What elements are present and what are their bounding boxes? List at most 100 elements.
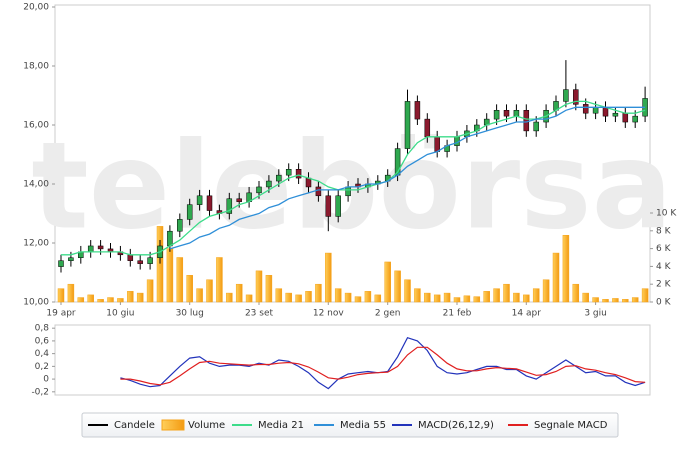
y-tick-label: 0,8 (35, 324, 50, 334)
candle-body (285, 169, 292, 176)
volume-bar (57, 288, 65, 303)
candle-body (533, 121, 539, 132)
candle-body (305, 177, 312, 188)
volume-bar (166, 248, 174, 303)
candle-body (226, 198, 233, 214)
candle-body (573, 89, 579, 105)
candle-body (147, 257, 153, 264)
y-tick-label: 0,2 (35, 362, 49, 372)
volume-bar (513, 292, 520, 303)
y2-tick-label: 10 K (656, 209, 677, 219)
candle-body (563, 89, 569, 102)
x-tick-label: 3 giu (584, 309, 607, 319)
candle-body (196, 195, 203, 205)
x-tick-label: 14 apr (512, 309, 542, 319)
y-tick-label: 0,4 (35, 349, 50, 359)
volume-bar (622, 299, 629, 303)
candle-body (513, 110, 520, 117)
candle-body (127, 254, 134, 261)
candle-body (503, 110, 510, 117)
candle-body (256, 186, 262, 194)
x-tick-label: 23 set (245, 309, 274, 319)
line (169, 106, 646, 250)
legend-label: Segnale MACD (534, 420, 608, 431)
volume-bar (226, 292, 233, 303)
volume-bar (255, 270, 263, 303)
volume-bar (404, 279, 411, 303)
volume-bar (156, 226, 164, 303)
legend: Candele Volume Media 21 Media 55 MACD(26,12,… (81, 412, 619, 438)
candle-body (97, 245, 104, 250)
candle-body (206, 195, 213, 211)
volume-bar (206, 279, 213, 303)
volume-bar (532, 288, 540, 303)
candle-body (266, 180, 272, 188)
x-tick-label: 2 gen (375, 309, 401, 319)
candle-body (325, 195, 332, 217)
volume-bar (612, 298, 619, 303)
x-tick-label: 21 feb (443, 309, 472, 319)
y-tick-label: 20,00 (23, 3, 49, 13)
volume-bar (473, 296, 481, 303)
volume-bar (503, 283, 510, 303)
volume-bar (483, 291, 490, 303)
volume-bar (305, 291, 312, 303)
volume-bar (572, 283, 580, 303)
volume-bar (562, 235, 570, 303)
candle-body (414, 101, 421, 120)
volume-bar (127, 291, 134, 303)
legend-label: Media 21 (258, 420, 304, 431)
volume-bar (433, 294, 441, 303)
volume-bar (582, 292, 589, 303)
volume-bar (414, 288, 421, 303)
candle-body (68, 257, 74, 261)
legend-swatch (161, 419, 185, 431)
volume-bar (265, 275, 273, 303)
volume-bar (344, 292, 352, 303)
volume-bar (354, 296, 362, 303)
volume-bar (334, 288, 342, 303)
candle-body (167, 230, 173, 247)
price-panel (54, 4, 651, 303)
candle-body (177, 219, 183, 232)
x-tick-label: 10 giu (106, 309, 134, 319)
y2-tick-label: 0 K (656, 298, 672, 308)
candle-body (424, 118, 431, 138)
x-tick-label: 12 nov (313, 309, 345, 319)
candle-body (602, 107, 609, 117)
candle-body (295, 169, 302, 179)
volume-bar (97, 299, 104, 303)
candle-body (236, 198, 242, 202)
legend-label: Volume (188, 420, 225, 431)
volume-bar (275, 288, 283, 303)
line (120, 346, 646, 386)
candle-body (582, 104, 589, 114)
volume-bar (77, 297, 85, 303)
volume-bar (196, 288, 203, 303)
y-tick-label: 18,00 (23, 62, 49, 72)
volume-bar (136, 292, 144, 303)
volume-bar (463, 295, 471, 303)
volume-bar (117, 298, 124, 303)
volume-bar (384, 261, 391, 303)
volume-bar (186, 275, 193, 303)
legend-label: MACD(26,12,9) (418, 420, 494, 431)
candle-body (592, 107, 599, 114)
volume-bar (364, 291, 372, 303)
candle-body (493, 110, 500, 120)
candle-body (612, 112, 619, 117)
volume-bar (295, 294, 302, 303)
legend-box (81, 412, 619, 438)
volume-bar (523, 294, 530, 303)
volume-bar (453, 297, 461, 303)
volume-bar (107, 297, 114, 303)
candle-body (434, 136, 440, 152)
y-tick-label: -0,2 (31, 387, 49, 397)
candle-body (404, 101, 411, 149)
volume-bar (235, 283, 243, 303)
volume-bar (394, 270, 401, 303)
candle-body (622, 112, 629, 123)
candle-body (335, 195, 341, 217)
volume-bar (602, 299, 609, 303)
y-tick-label: 14,00 (23, 180, 49, 190)
